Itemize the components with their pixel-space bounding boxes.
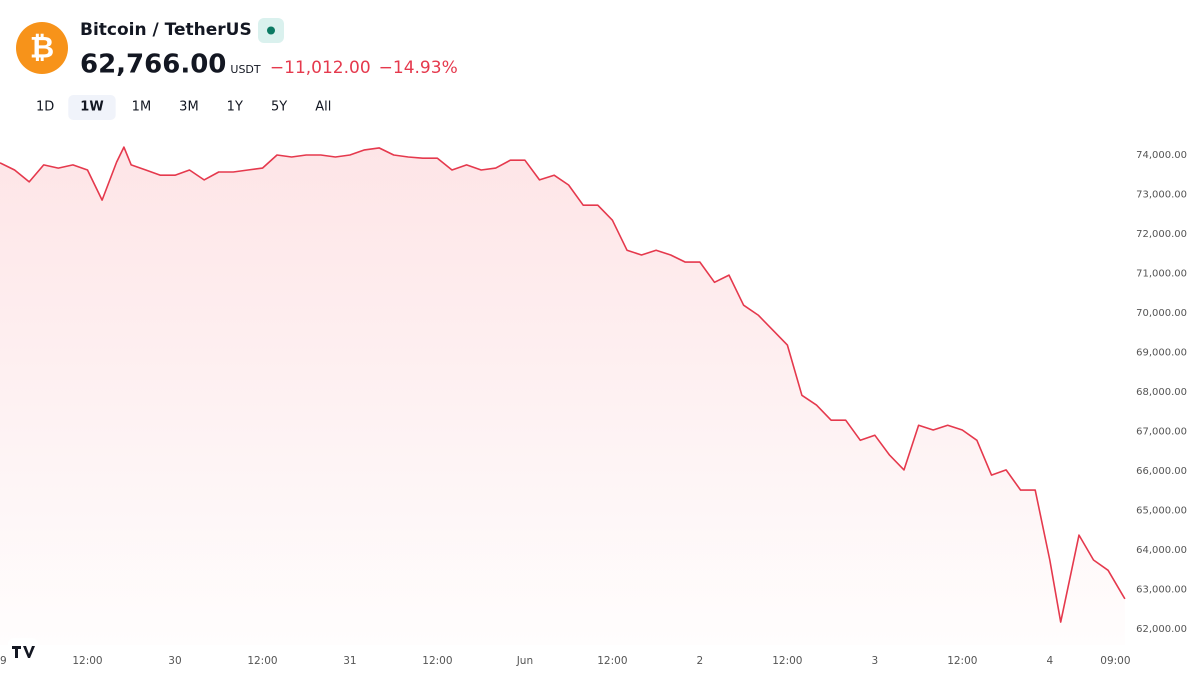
price: 62,766.00	[80, 50, 226, 80]
x-tick-label: 30	[168, 655, 181, 667]
x-tick-label: 12:00	[247, 655, 277, 667]
status-dot	[267, 26, 275, 35]
y-tick-label: 68,000.00	[1136, 387, 1187, 398]
range-button[interactable]: 1D	[36, 100, 54, 115]
x-tick-label: 2	[697, 655, 704, 667]
x-tick-label: 12:00	[72, 655, 102, 667]
y-tick-label: 66,000.00	[1136, 466, 1187, 477]
change-percent: −14.93%	[379, 58, 458, 78]
area-fill	[0, 147, 1125, 645]
y-tick-label: 67,000.00	[1136, 427, 1187, 438]
x-tick-label: 31	[343, 655, 356, 667]
x-tick-label: 12:00	[772, 655, 802, 667]
y-tick-label: 70,000.00	[1136, 308, 1187, 319]
x-tick-label: 4	[1046, 655, 1053, 667]
range-button[interactable]: 5Y	[271, 100, 287, 115]
range-button[interactable]: 1W	[80, 100, 103, 115]
x-tick-label: 3	[871, 655, 878, 667]
y-tick-label: 63,000.00	[1136, 585, 1187, 596]
logo-symbol: ₿	[30, 31, 54, 66]
range-button[interactable]: 1M	[132, 100, 152, 115]
change: −11,012.00	[270, 58, 371, 78]
y-tick-label: 65,000.00	[1136, 506, 1187, 517]
price-line	[0, 146, 1126, 623]
y-tick-label: 71,000.00	[1136, 269, 1187, 280]
y-tick-label: 73,000.00	[1136, 190, 1187, 201]
x-tick-label: 12:00	[597, 655, 627, 667]
range-button-bg	[68, 95, 116, 120]
tv-logo	[8, 638, 38, 666]
range-button[interactable]: All	[315, 100, 331, 115]
y-tick-label: 62,000.00	[1136, 624, 1187, 635]
y-tick-label: 74,000.00	[1136, 150, 1187, 161]
x-tick-label: 12:00	[947, 655, 977, 667]
y-tick-label: 72,000.00	[1136, 229, 1187, 240]
x-tick-label: 12:00	[422, 655, 452, 667]
logo	[16, 22, 68, 74]
x-tick-label: 29	[0, 655, 7, 667]
range-button[interactable]: 1Y	[227, 100, 243, 115]
x-tick-label: Jun	[516, 655, 533, 667]
x-tick-label: 09:00	[1100, 655, 1130, 667]
range-button[interactable]: 3M	[179, 100, 199, 115]
y-tick-label: 69,000.00	[1136, 348, 1187, 359]
symbol-title: Bitcoin / TetherUS	[80, 20, 252, 40]
y-tick-label: 64,000.00	[1136, 545, 1187, 556]
unit: USDT	[230, 63, 261, 76]
